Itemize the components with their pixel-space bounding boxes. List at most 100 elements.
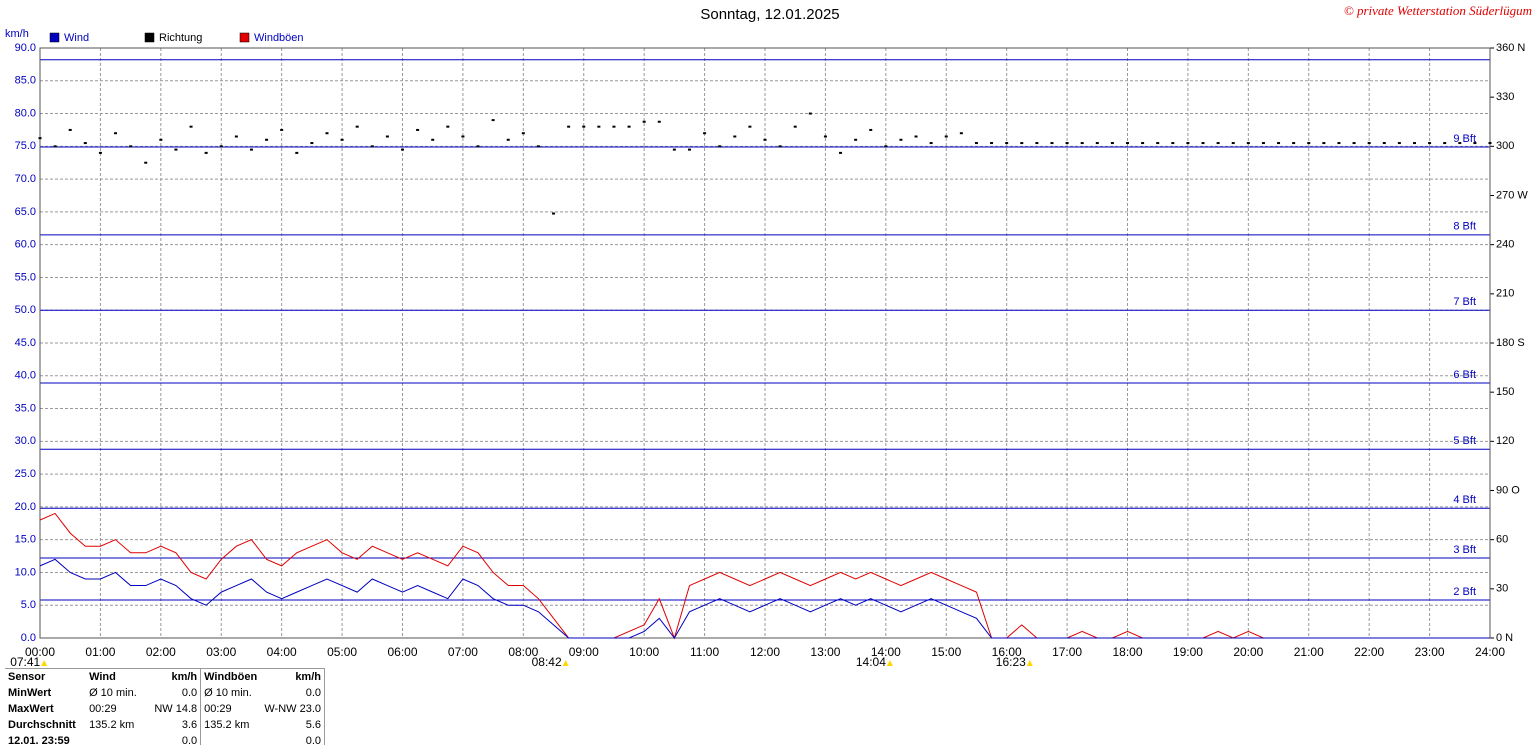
bft-label: 8 Bft <box>1453 221 1476 233</box>
direction-point <box>68 128 72 131</box>
y-tick-label: 55.0 <box>15 271 36 283</box>
direction-point <box>521 132 525 135</box>
direction-point <box>959 132 963 135</box>
direction-point <box>1292 142 1296 145</box>
x-tick-label: 19:00 <box>1173 645 1203 659</box>
table-cell: 0.0 <box>261 685 325 701</box>
table-cell: Ø 10 min. <box>204 687 252 699</box>
direction-point <box>1186 142 1190 145</box>
direction-point <box>1382 142 1386 145</box>
time-marker-label: 08:42 <box>532 655 562 668</box>
y2-tick-label: 330 <box>1496 91 1514 103</box>
table-cell: 00:29 <box>204 703 232 715</box>
y-tick-label: 5.0 <box>21 599 36 611</box>
direction-point <box>748 125 752 128</box>
direction-point <box>823 135 827 138</box>
plot-frame <box>39 47 1491 639</box>
direction-point <box>1367 142 1371 145</box>
x-tick-label: 09:00 <box>569 645 599 659</box>
direction-point <box>1171 142 1175 145</box>
direction-point <box>687 148 691 151</box>
direction-point <box>567 125 571 128</box>
series-line <box>39 512 1490 640</box>
x-tick-label: 06:00 <box>387 645 417 659</box>
direction-point <box>808 112 812 115</box>
direction-point <box>1065 142 1069 145</box>
direction-point <box>929 142 933 145</box>
x-tick-label: 02:00 <box>146 645 176 659</box>
direction-point <box>869 128 873 131</box>
direction-point <box>174 148 178 151</box>
table-cell: 0.0 <box>144 733 202 745</box>
direction-point <box>672 148 676 151</box>
y-tick-label: 50.0 <box>15 304 36 316</box>
x-tick-label: 08:00 <box>508 645 538 659</box>
time-marker <box>1026 660 1033 666</box>
direction-point <box>1095 142 1099 145</box>
direction-point <box>476 145 480 148</box>
table-cell: MaxWert <box>8 703 54 715</box>
direction-point <box>280 128 284 131</box>
direction-point <box>1080 142 1084 145</box>
table-cell: Ø 10 min. <box>89 687 137 699</box>
legend-swatch <box>239 32 250 43</box>
x-tick-label: 22:00 <box>1354 645 1384 659</box>
bft-label: 4 Bft <box>1453 494 1476 506</box>
direction-point <box>83 142 87 145</box>
direction-point <box>219 145 223 148</box>
y-tick-label: 30.0 <box>15 435 36 447</box>
direction-point <box>385 135 389 138</box>
bft-label: 6 Bft <box>1453 369 1476 381</box>
direction-point <box>884 145 888 148</box>
direction-point <box>1488 142 1492 145</box>
direction-point <box>1397 142 1401 145</box>
direction-point <box>1261 142 1265 145</box>
table-row: MinWert Ø 10 min. 0.0 Ø 10 min. 0.0 <box>5 685 325 701</box>
x-tick-label: 17:00 <box>1052 645 1082 659</box>
x-tick-label: 18:00 <box>1112 645 1142 659</box>
x-tick-label: 03:00 <box>206 645 236 659</box>
x-tick-label: 05:00 <box>327 645 357 659</box>
direction-point <box>159 138 163 141</box>
table-cell: 5.6 <box>261 717 325 733</box>
bft-label: 3 Bft <box>1453 544 1476 556</box>
direction-point <box>1277 142 1281 145</box>
table-cell: 0.0 <box>261 733 325 745</box>
y2-tick-label: 360 N <box>1496 42 1525 54</box>
direction-point <box>1201 142 1205 145</box>
x-tick-label: 13:00 <box>810 645 840 659</box>
x-tick-label: 16:00 <box>992 645 1022 659</box>
y-tick-label: 70.0 <box>15 173 36 185</box>
table-row: 12.01. 23:59 0.0 0.0 <box>5 733 325 745</box>
direction-point <box>325 132 329 135</box>
time-marker-label: 16:23 <box>996 655 1026 668</box>
direction-point <box>114 132 118 135</box>
direction-point <box>1443 142 1447 145</box>
time-marker <box>886 660 893 666</box>
direction-point <box>53 145 57 148</box>
x-tick-label: 07:00 <box>448 645 478 659</box>
direction-point <box>1110 142 1114 145</box>
table-cell: Wind <box>89 671 116 683</box>
direction-point <box>1307 142 1311 145</box>
direction-point <box>914 135 918 138</box>
table-cell: 135.2 km <box>204 719 250 731</box>
y2-tick-label: 300 <box>1496 140 1514 152</box>
table-cell: km/h <box>261 669 325 685</box>
table-cell: km/h <box>144 669 202 685</box>
direction-point <box>129 145 133 148</box>
table-cell: Sensor <box>8 671 46 683</box>
y2-tick-label: 0 N <box>1496 632 1513 644</box>
direction-point <box>990 142 994 145</box>
table-cell: Windböen <box>204 671 258 683</box>
table-row: Sensor Wind km/h Windböen km/h <box>5 669 325 685</box>
y2-tick-label: 180 S <box>1496 337 1525 349</box>
table-cell <box>86 733 144 745</box>
direction-point <box>1458 142 1462 145</box>
table-row: Durchschnitt 135.2 km 3.6 135.2 km 5.6 <box>5 717 325 733</box>
direction-point <box>1231 142 1235 145</box>
direction-point <box>1126 142 1129 145</box>
direction-point <box>295 151 299 154</box>
direction-point <box>370 145 374 148</box>
